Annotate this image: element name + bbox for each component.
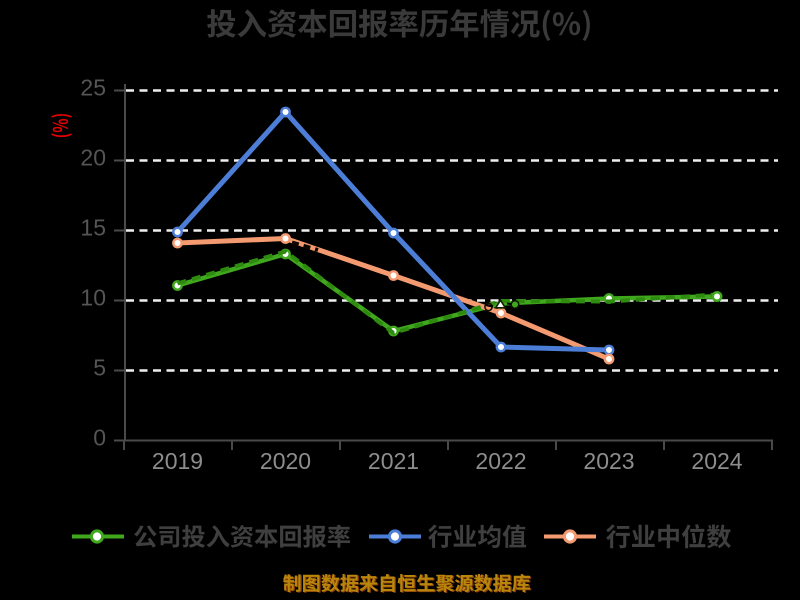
- svg-text:15: 15: [80, 215, 106, 241]
- svg-text:20: 20: [80, 145, 106, 171]
- svg-text:10: 10: [80, 285, 106, 311]
- svg-text:2021: 2021: [368, 448, 419, 474]
- svg-text:2024: 2024: [691, 448, 742, 474]
- svg-text:5: 5: [93, 355, 106, 381]
- svg-text:25: 25: [80, 75, 106, 101]
- svg-text:2023: 2023: [583, 448, 634, 474]
- svg-text:0: 0: [93, 425, 106, 451]
- svg-text:2020: 2020: [260, 448, 311, 474]
- svg-text:2019: 2019: [152, 448, 203, 474]
- svg-text:2022: 2022: [475, 448, 526, 474]
